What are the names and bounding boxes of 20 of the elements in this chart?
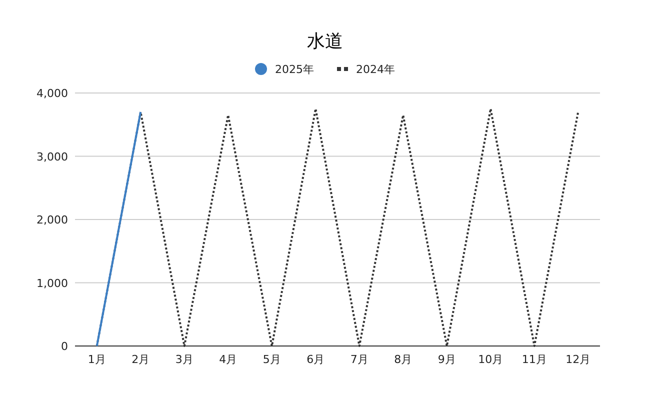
- x-tick-label: 10月: [478, 353, 504, 366]
- x-tick-label: 11月: [522, 353, 547, 366]
- y-tick-label: 2,000: [36, 214, 68, 226]
- x-tick-label: 3月: [175, 353, 194, 366]
- chart-title: 水道: [307, 31, 343, 52]
- y-tick-label: 1,000: [36, 276, 68, 290]
- x-tick-label: 9月: [438, 353, 456, 366]
- x-tick-label: 2月: [132, 353, 150, 366]
- legend-label: 2025年: [275, 63, 314, 76]
- x-tick-label: 7月: [350, 353, 368, 366]
- legend-label: 2024年: [356, 63, 395, 76]
- y-tick-label: 3,000: [36, 150, 68, 164]
- y-tick-label: 4,000: [36, 87, 68, 100]
- x-tick-label: 5月: [262, 353, 281, 366]
- x-tick-label: 8月: [394, 353, 412, 366]
- x-tick-label: 6月: [306, 353, 325, 366]
- x-tick-label: 1月: [88, 353, 106, 366]
- x-tick-label: 4月: [219, 353, 238, 366]
- x-tick-label: 12月: [566, 353, 591, 366]
- y-tick-label: 0: [61, 340, 68, 353]
